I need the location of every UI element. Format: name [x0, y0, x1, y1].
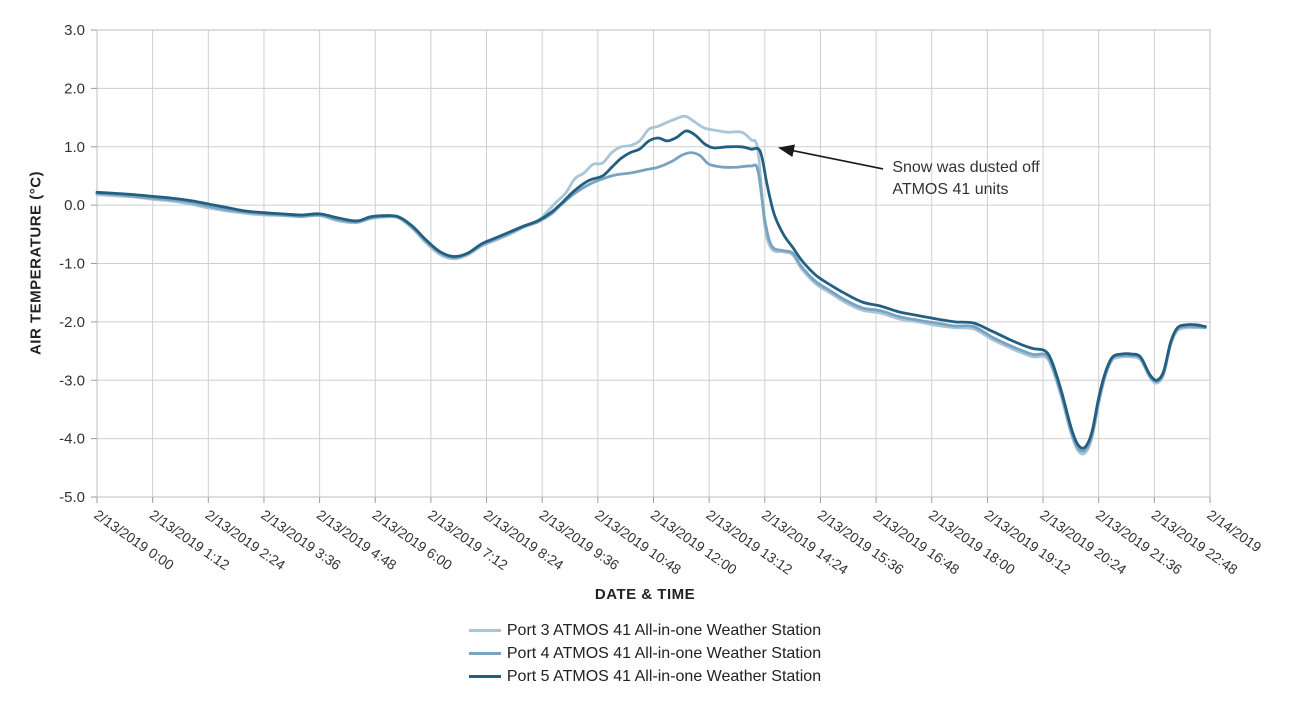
- annotation-arrow: [778, 144, 884, 170]
- y-axis-title: AIR TEMPERATURE (°C): [27, 170, 45, 356]
- svg-text:1.0: 1.0: [64, 139, 85, 156]
- legend-label-port5: Port 5 ATMOS 41 All-in-one Weather Stati…: [506, 667, 822, 685]
- plot-area: 2/13/2019 0:002/13/2019 1:122/13/2019 2:…: [59, 22, 1265, 578]
- svg-text:0.0: 0.0: [64, 197, 85, 214]
- legend-item-port3: Port 3 ATMOS 41 All-in-one Weather Stati…: [468, 620, 822, 641]
- x-axis-title: DATE & TIME: [594, 586, 696, 603]
- svg-text:-2.0: -2.0: [59, 314, 85, 331]
- legend-label-port3: Port 3 ATMOS 41 All-in-one Weather Stati…: [506, 621, 822, 639]
- annotation-line-1: Snow was dusted off: [892, 159, 1040, 177]
- annotation-text: Snow was dusted off ATMOS 41 units: [892, 157, 1039, 200]
- svg-text:-5.0: -5.0: [59, 489, 85, 506]
- legend-label-port4: Port 4 ATMOS 41 All-in-one Weather Stati…: [506, 644, 822, 662]
- series-line-3: [95, 129, 1207, 450]
- svg-text:3.0: 3.0: [64, 22, 85, 39]
- legend-line-swatch-port5: [468, 675, 501, 678]
- svg-text:2.0: 2.0: [64, 80, 85, 97]
- legend: Port 3 ATMOS 41 All-in-one Weather Stati…: [0, 620, 1290, 687]
- legend-line-swatch-port4: [468, 652, 501, 655]
- svg-text:-4.0: -4.0: [59, 431, 85, 448]
- legend-item-port5: Port 5 ATMOS 41 All-in-one Weather Stati…: [468, 666, 822, 687]
- annotation-line-2: ATMOS 41 units: [892, 180, 1009, 198]
- legend-line-swatch-port3: [468, 629, 501, 632]
- svg-text:-3.0: -3.0: [59, 372, 85, 389]
- svg-text:-1.0: -1.0: [59, 256, 85, 273]
- legend-item-port4: Port 4 ATMOS 41 All-in-one Weather Stati…: [468, 643, 822, 664]
